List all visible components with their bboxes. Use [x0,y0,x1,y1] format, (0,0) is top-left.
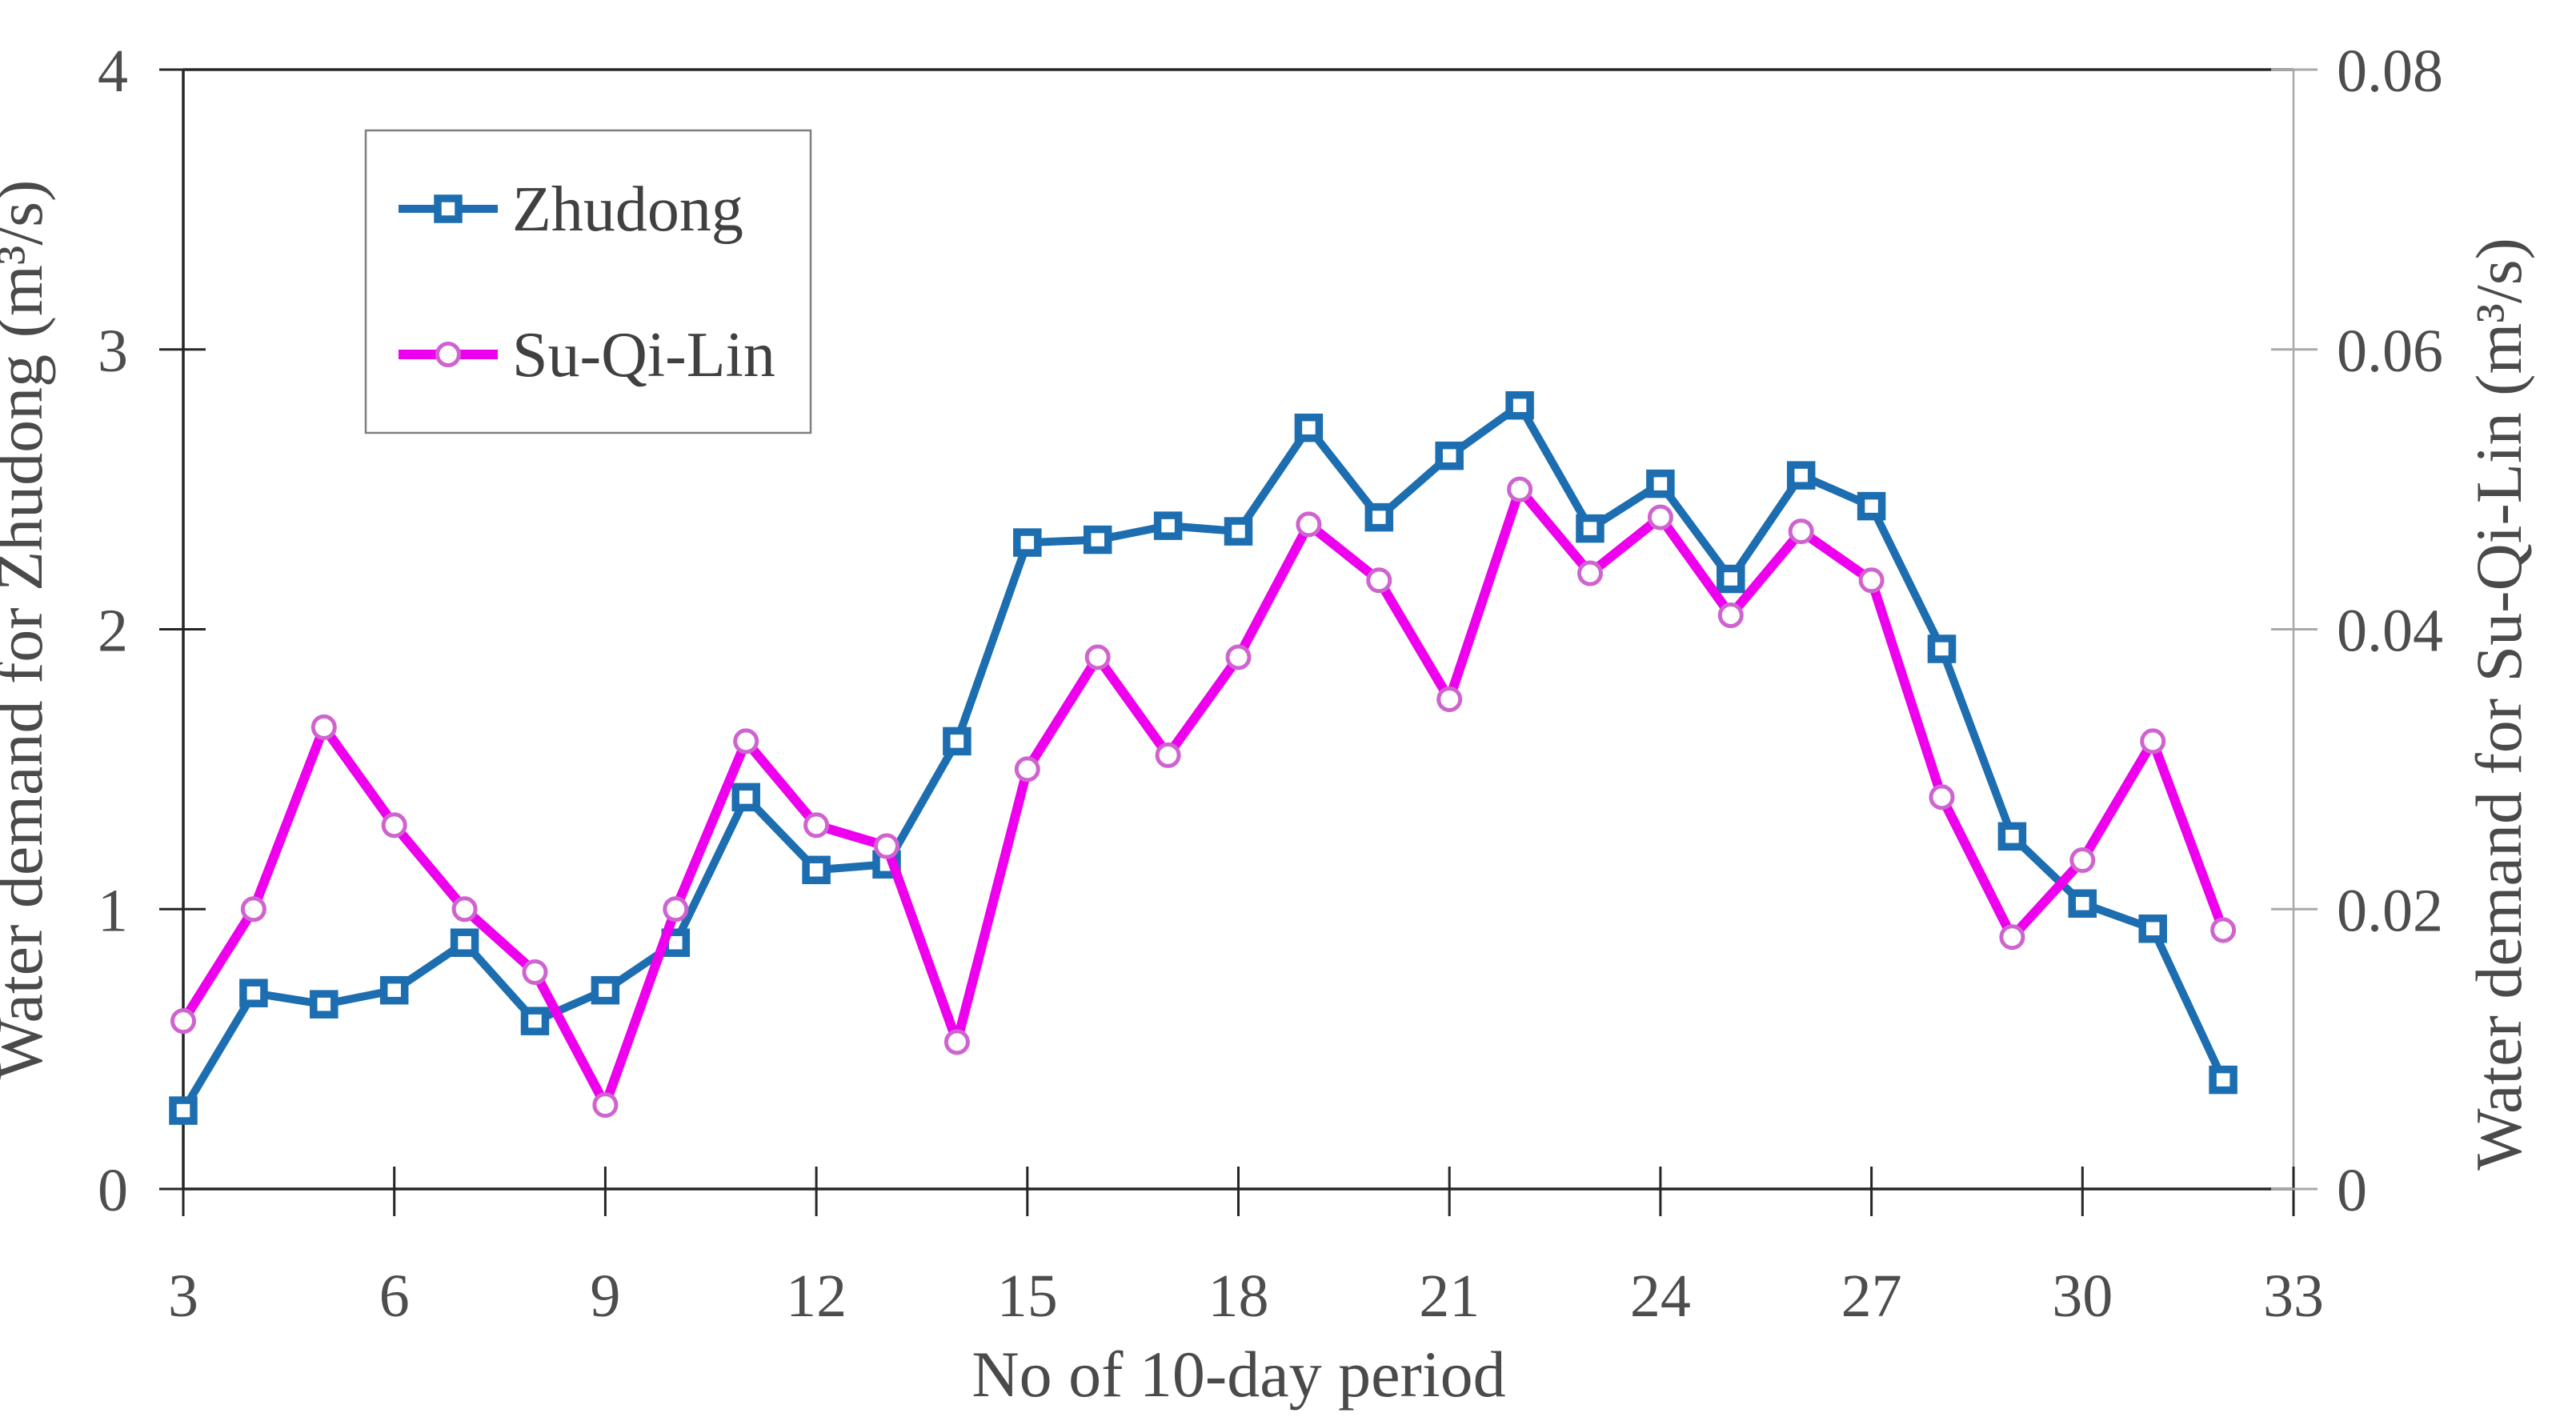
data-point-square-marker [1786,461,1816,490]
chart-generated-layer: 3 6 9 12 15 18 21 24 27 30 330123400.020.040.060.0… [98,38,2443,1330]
x-tick-label: 21 [1419,1263,1480,1330]
data-point-circle-marker [1929,784,1955,811]
right-tick-label: 0.06 [2337,318,2443,385]
left-tick-label: 1 [98,877,128,944]
data-point-square-marker [450,928,479,957]
data-point-square-marker [1997,822,2027,851]
x-tick-label: 24 [1630,1263,1691,1330]
left-tick-label: 4 [98,38,128,105]
data-point-circle-marker [943,1029,970,1055]
data-point-square-marker [1646,469,1675,498]
data-point-square-marker [1294,413,1324,442]
legend-circle-marker-icon [435,342,461,367]
data-point-circle-marker [1084,644,1111,670]
right-tick-label: 0.04 [2337,598,2443,665]
data-point-square-marker [1927,634,1957,663]
left-tick-label: 2 [98,598,128,665]
data-point-square-marker [1505,390,1534,420]
data-point-circle-marker [1366,567,1392,594]
data-point-circle-marker [310,714,337,740]
data-point-circle-marker [522,959,548,985]
legend-square-marker-icon [434,194,463,223]
left-axis-title: Water demand for Zhudong (m³/s) [0,180,56,1080]
data-point-square-marker [2138,914,2167,943]
data-point-circle-marker [170,1008,196,1035]
data-point-circle-marker [451,896,478,923]
data-point-circle-marker [1999,924,2025,951]
data-point-square-marker [731,783,760,812]
data-point-circle-marker [1647,504,1673,530]
legend-label-suqilin: Su-Qi-Lin [512,320,775,390]
data-point-square-marker [169,1096,198,1125]
legend: Zhudong Su-Qi-Lin [364,129,812,434]
data-point-circle-marker [592,1092,619,1119]
data-point-circle-marker [2140,728,2166,755]
data-point-circle-marker [803,812,830,839]
data-point-circle-marker [874,833,899,859]
x-tick-label: 18 [1208,1263,1269,1330]
left-tick-label: 0 [98,1157,128,1224]
data-point-circle-marker [733,728,759,755]
data-point-square-marker [1224,517,1253,546]
x-axis-title: No of 10-day period [972,1338,1505,1411]
series-line-su-qi-lin [178,484,2229,1111]
left-tick-label: 3 [98,318,128,385]
data-point-circle-marker [1577,560,1603,586]
x-tick-label: 3 [168,1263,198,1330]
data-point-circle-marker [1436,686,1463,712]
x-tick-label: 30 [2052,1263,2113,1330]
data-point-square-marker [1083,525,1112,554]
data-point-square-marker [802,855,831,885]
data-point-square-marker [591,975,620,1005]
data-point-square-marker [1013,528,1042,557]
data-point-square-marker [1717,564,1745,594]
data-point-circle-marker [1507,476,1533,502]
x-tick-label: 33 [2263,1263,2324,1330]
x-tick-label: 6 [379,1263,410,1330]
data-point-square-marker [379,975,409,1005]
data-point-circle-marker [1858,567,1885,594]
data-point-square-marker [2209,1065,2237,1095]
data-point-square-marker [520,1007,550,1035]
data-point-square-marker [1153,511,1183,540]
data-point-circle-marker [1225,644,1252,670]
data-point-circle-marker [2069,847,2096,874]
data-point-circle-marker [381,812,407,839]
data-point-circle-marker [663,896,689,923]
data-point-square-marker [1576,514,1604,543]
data-point-circle-marker [2210,917,2237,943]
right-axis-title: Water demand for Su-Qi-Lin (m³/s) [2462,238,2535,1171]
data-point-square-marker [1857,491,1886,521]
data-point-square-marker [2068,889,2097,919]
data-point-circle-marker [1788,518,1814,545]
data-point-circle-marker [1014,756,1040,783]
right-tick-label: 0 [2337,1157,2367,1224]
data-point-square-marker [310,990,339,1019]
data-point-square-marker [1435,441,1464,470]
data-point-square-marker [1364,502,1394,532]
legend-item-suqilin: Su-Qi-Lin [399,320,775,390]
x-tick-label: 12 [786,1263,847,1330]
series-line-zhudong [179,401,2228,1115]
right-tick-label: 0.02 [2337,877,2443,944]
data-point-square-marker [239,979,268,1007]
data-point-circle-marker [1717,602,1744,629]
x-tick-label: 27 [1841,1263,1902,1330]
legend-item-zhudong: Zhudong [399,174,743,245]
legend-box [364,129,812,434]
data-point-circle-marker [240,896,266,923]
x-tick-label: 9 [590,1263,620,1330]
legend-label-zhudong: Zhudong [512,174,743,245]
right-tick-label: 0.08 [2337,38,2443,105]
x-tick-label: 15 [997,1263,1058,1330]
data-point-circle-marker [1155,742,1181,768]
data-point-square-marker [943,727,972,756]
data-point-circle-marker [1296,511,1322,538]
